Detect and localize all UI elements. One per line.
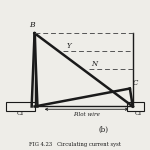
Text: Pilot wire: Pilot wire xyxy=(73,112,100,117)
Text: B: B xyxy=(29,21,34,29)
Text: CI: CI xyxy=(16,111,24,116)
Text: C: C xyxy=(133,79,138,87)
Text: Y: Y xyxy=(66,42,71,50)
Bar xyxy=(6,102,34,111)
Text: N: N xyxy=(91,60,97,68)
Bar xyxy=(127,102,144,111)
Text: FIG 4.23   Circulating current syst: FIG 4.23 Circulating current syst xyxy=(29,142,121,147)
Text: CI: CI xyxy=(135,111,142,116)
Text: (b): (b) xyxy=(99,126,109,134)
